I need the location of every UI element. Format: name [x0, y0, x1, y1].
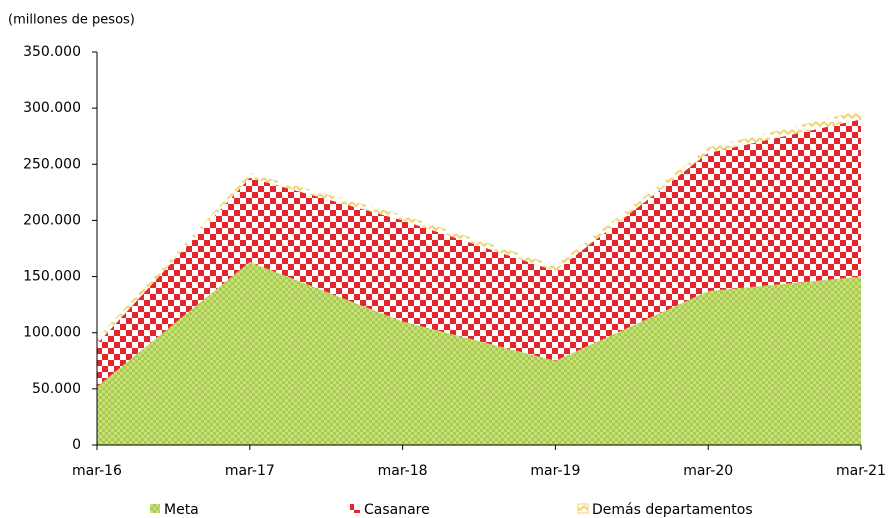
- y-tick-label: 300.000: [23, 100, 81, 116]
- y-tick-label: 250.000: [23, 156, 81, 172]
- y-tick-label: 50.000: [32, 381, 81, 397]
- y-axis-label: (millones de pesos): [8, 13, 135, 28]
- area: [97, 110, 861, 344]
- x-tick-label: mar-16: [72, 463, 122, 479]
- legend-label: Casanare: [364, 502, 430, 518]
- legend-label: Meta: [164, 502, 199, 518]
- x-tick-label: mar-18: [378, 463, 428, 479]
- legend-swatch: [150, 504, 160, 513]
- y-tick-label: 350.000: [23, 44, 81, 60]
- legend-swatch: [350, 504, 360, 513]
- y-tick-label: 150.000: [23, 269, 81, 285]
- x-tick-label: mar-20: [683, 463, 733, 479]
- y-tick-label: 0: [72, 437, 81, 453]
- x-tick-label: mar-19: [530, 463, 580, 479]
- x-tick-label: mar-17: [225, 463, 275, 479]
- x-tick-label: mar-21: [836, 463, 886, 479]
- area: [97, 119, 861, 387]
- legend-swatch: [577, 503, 589, 514]
- legend-label: Demás departamentos: [592, 502, 753, 518]
- area: [97, 261, 861, 445]
- y-tick-label: 200.000: [23, 212, 81, 228]
- y-tick-label: 100.000: [23, 325, 81, 341]
